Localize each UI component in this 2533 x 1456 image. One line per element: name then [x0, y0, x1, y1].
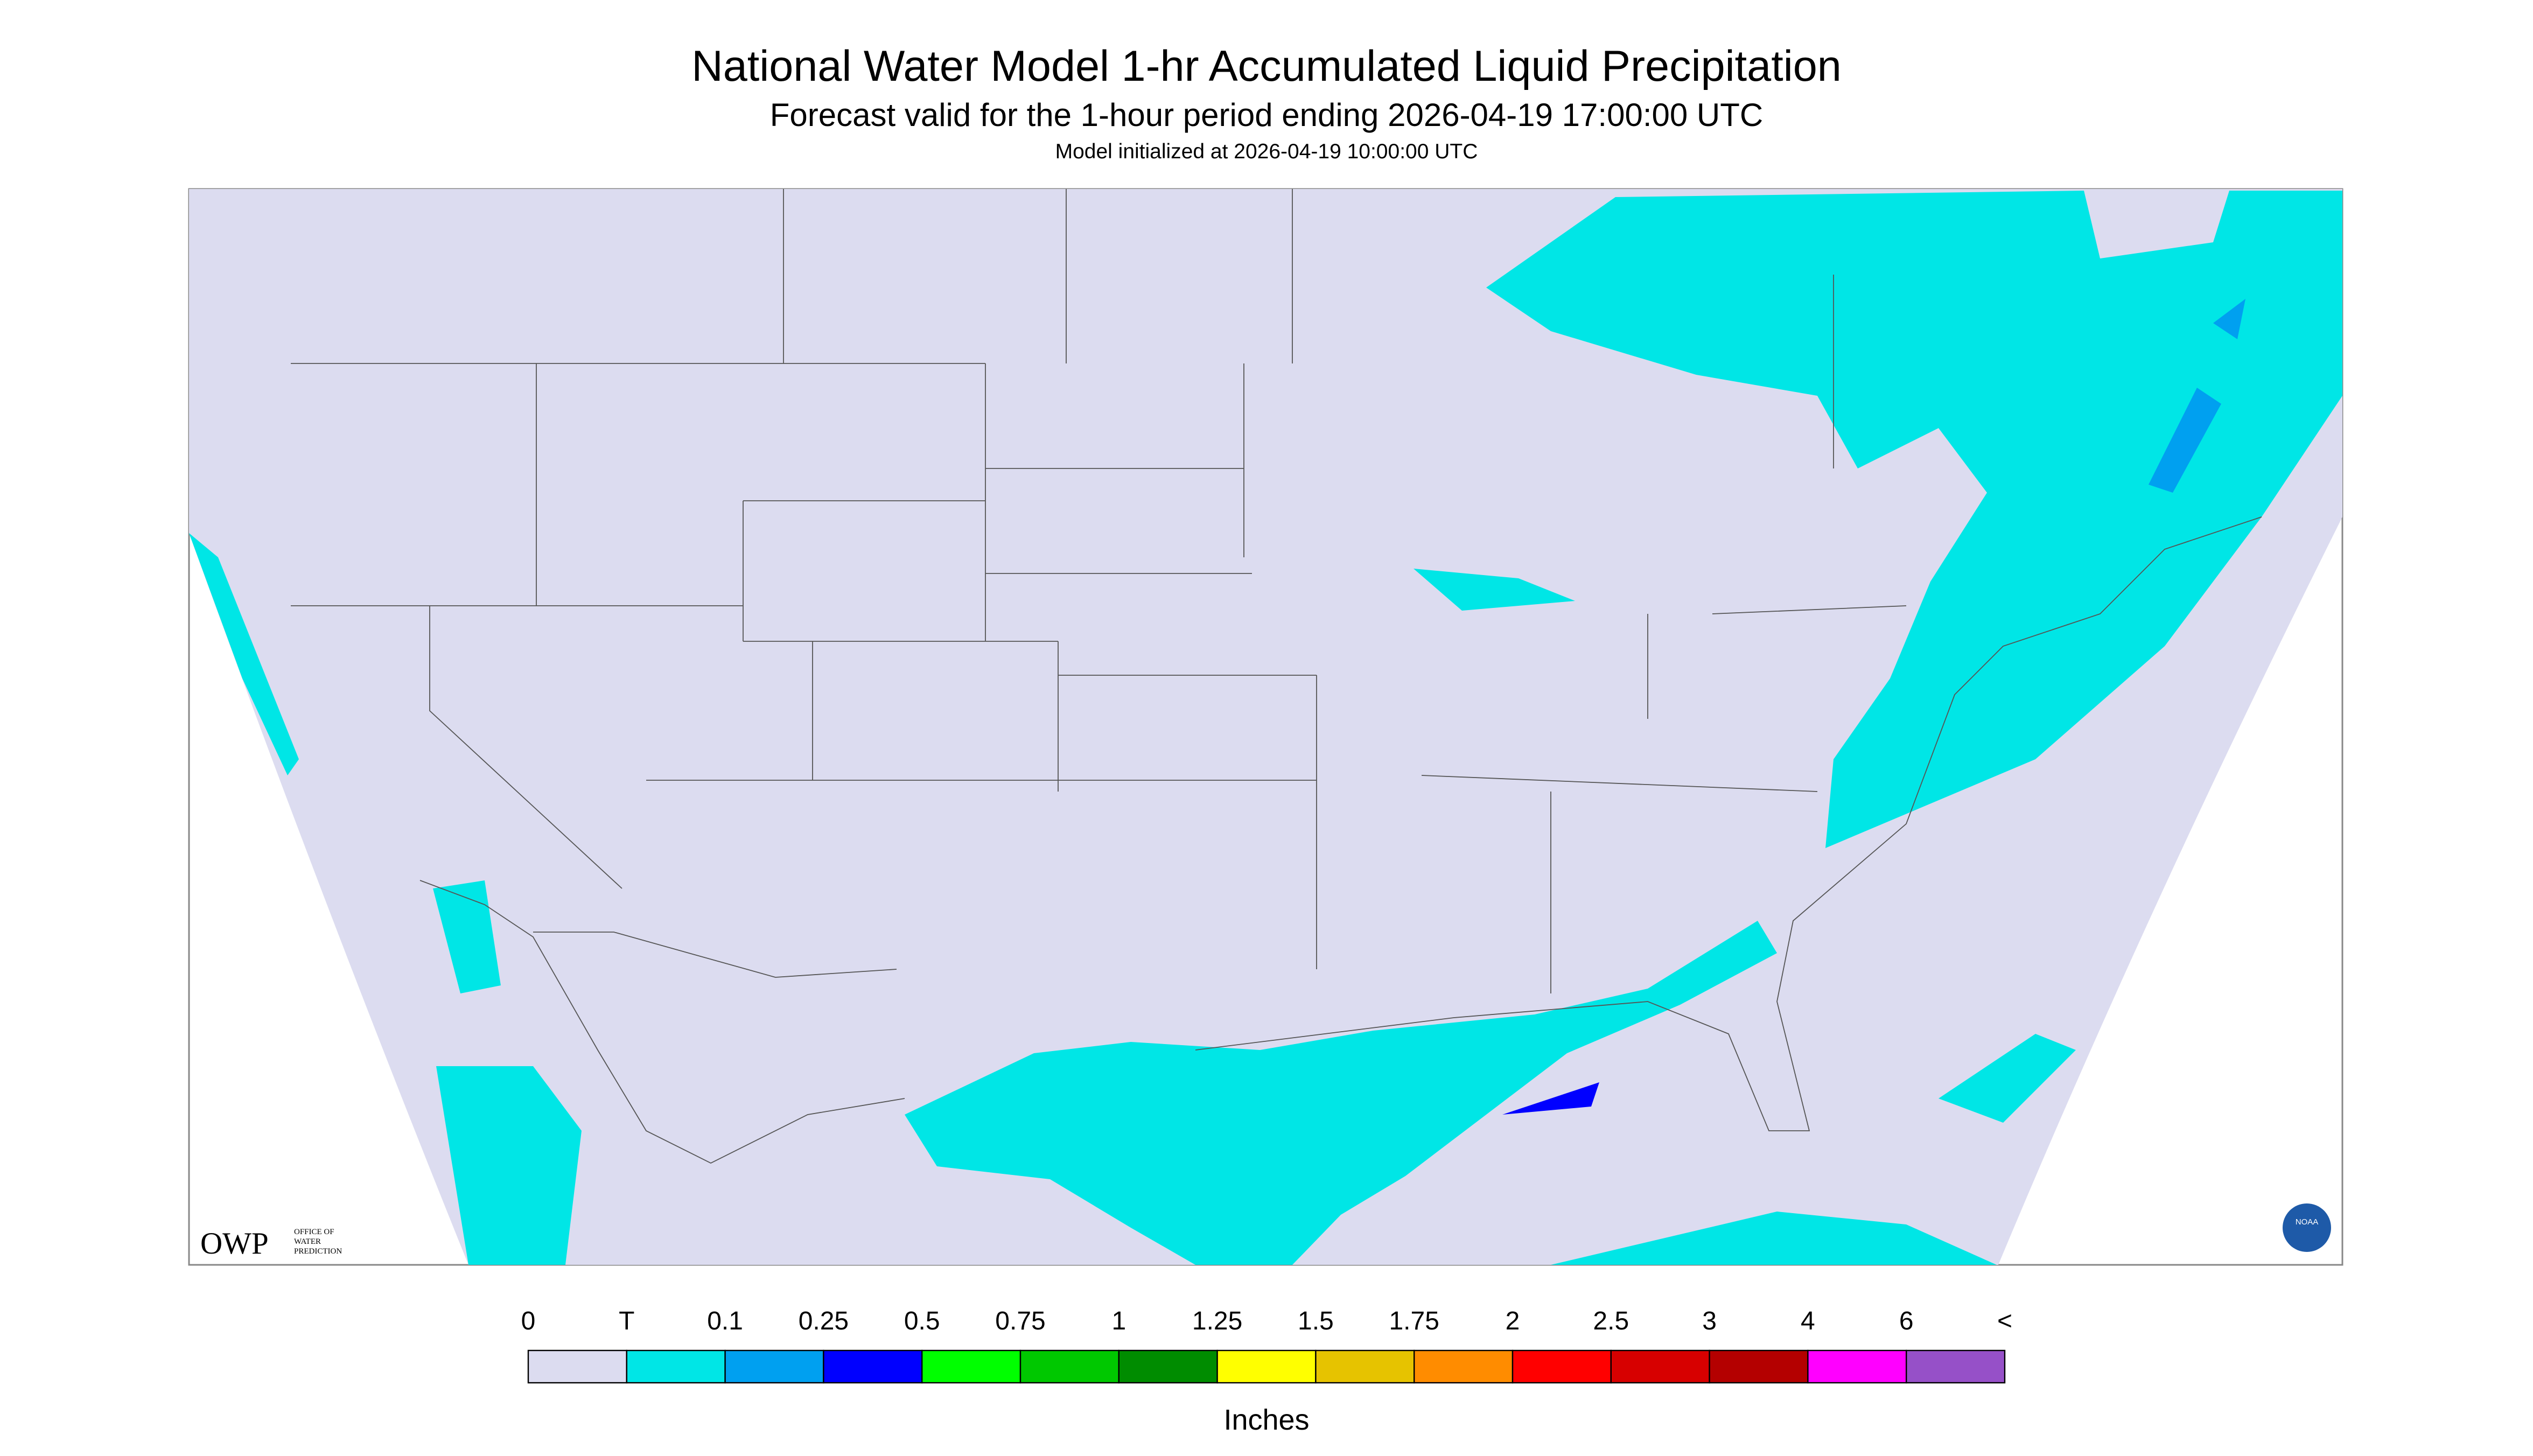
rain-west-coast — [189, 533, 299, 776]
legend-label: 1.25 — [1192, 1307, 1242, 1335]
legend-swatch — [626, 1349, 726, 1384]
legend-swatch — [1610, 1349, 1710, 1384]
rain-heavy-1 — [2149, 388, 2221, 493]
legend-label: 4 — [1801, 1307, 1815, 1335]
legend-label: 0.75 — [995, 1307, 1045, 1335]
map: OWP OFFICE OF WATER PREDICTION NOAA — [188, 188, 2343, 1266]
title: National Water Model 1-hr Accumulated Li… — [691, 42, 1842, 90]
legend-swatch — [1019, 1349, 1120, 1384]
rain-heavy-3 — [1502, 1082, 1599, 1115]
model-domain — [189, 189, 2342, 1265]
legend-unit: Inches — [1223, 1404, 1309, 1436]
legend-label: 0.25 — [799, 1307, 849, 1335]
legend-swatch — [1118, 1349, 1218, 1384]
subtitle: Forecast valid for the 1-hour period end… — [770, 97, 1763, 133]
rain-pacific — [436, 1066, 582, 1265]
legend-label: 1 — [1111, 1307, 1126, 1335]
legend-label: 2 — [1506, 1307, 1520, 1335]
rain-south-gulf — [1551, 1212, 1997, 1265]
legend-label: 2.5 — [1593, 1307, 1629, 1335]
legend-label: 0 — [521, 1307, 536, 1335]
legend-swatch — [724, 1349, 824, 1384]
rain-atlantic — [1939, 1034, 2076, 1123]
legend: 0 T 0.1 0.25 0.5 0.75 1 1.25 1.5 1.75 2 2.5 3 4 6 < — [521, 1307, 2012, 1384]
legend-label: 3 — [1702, 1307, 1717, 1335]
legend-swatch — [921, 1349, 1021, 1384]
owp-logo-text: WATER — [294, 1237, 321, 1246]
legend-label: 6 — [1899, 1307, 1914, 1335]
legend-swatch — [1512, 1349, 1612, 1384]
legend-swatch — [1414, 1349, 1514, 1384]
legend-swatch — [527, 1349, 628, 1384]
legend-swatch — [1709, 1349, 1809, 1384]
legend-swatch — [1905, 1349, 2006, 1384]
legend-label: 1.75 — [1389, 1307, 1439, 1335]
precip-areas — [189, 191, 2342, 1265]
legend-swatch — [1315, 1349, 1415, 1384]
owp-logo: OWP — [200, 1227, 269, 1261]
init-time: Model initialized at 2026-04-19 10:00:00… — [1055, 140, 1478, 163]
owp-logo-text: OFFICE OF — [294, 1228, 334, 1236]
rain-gulf — [905, 921, 1777, 1265]
owp-logo-text: PREDICTION — [294, 1247, 342, 1256]
rain-baja — [433, 880, 501, 994]
legend-label: 1.5 — [1298, 1307, 1334, 1335]
rain-heavy-2 — [2213, 299, 2245, 340]
legend-label: 0.5 — [904, 1307, 940, 1335]
rain-great-lakes — [1414, 569, 1575, 611]
legend-label: 0.1 — [707, 1307, 743, 1335]
borders — [291, 189, 2262, 1164]
noaa-logo — [2283, 1203, 2331, 1252]
legend-label: < — [1997, 1307, 2012, 1335]
legend-label: T — [619, 1307, 634, 1335]
legend-swatch — [1216, 1349, 1317, 1384]
rain-northeast — [1486, 191, 2342, 849]
legend-swatch — [823, 1349, 923, 1384]
legend-swatch — [1807, 1349, 1907, 1384]
noaa-logo-text: NOAA — [2296, 1217, 2319, 1227]
